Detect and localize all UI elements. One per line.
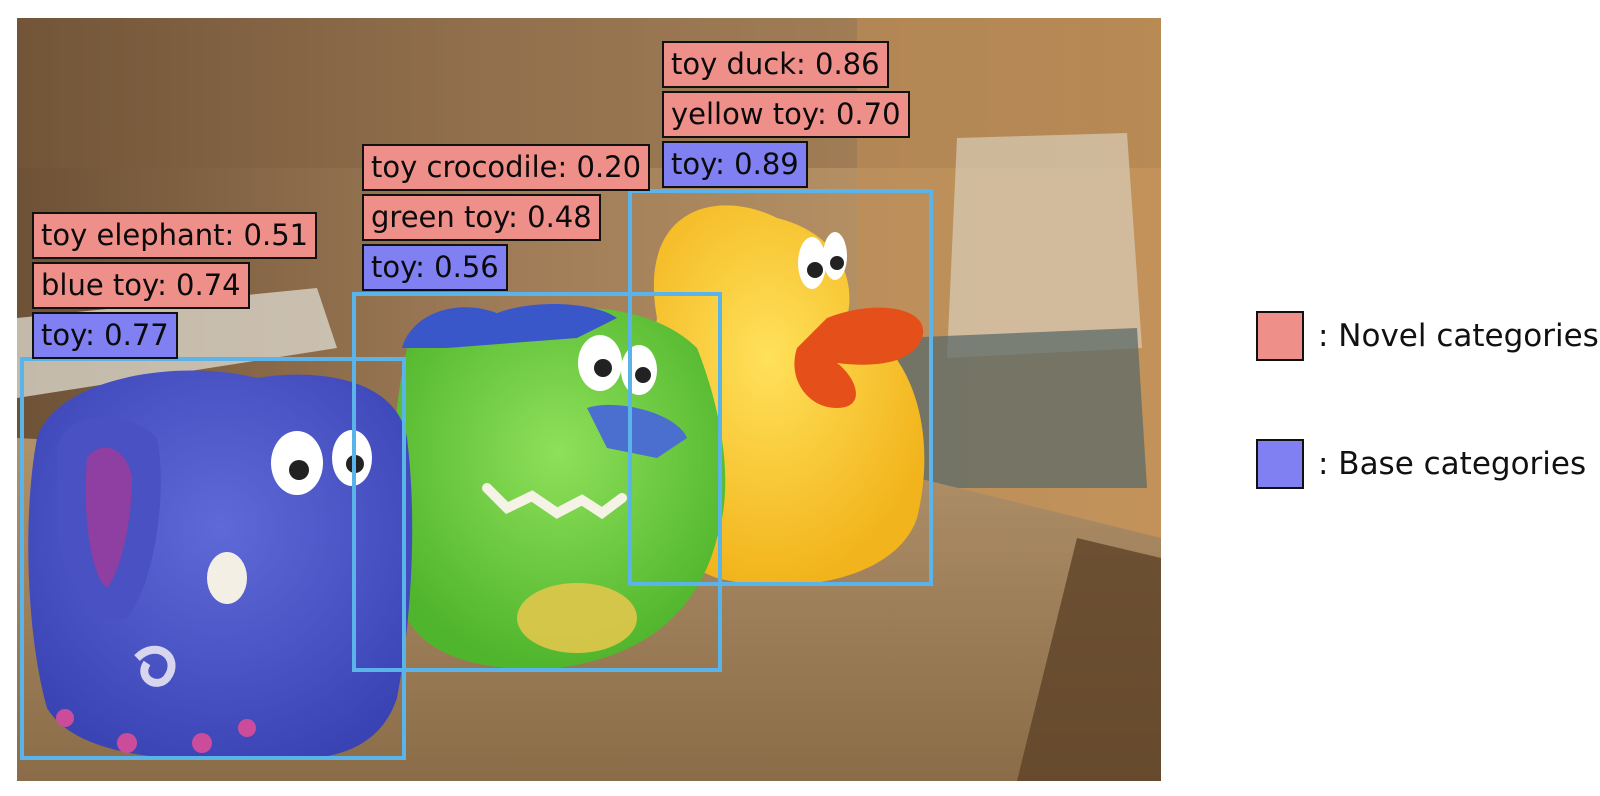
elephant-label-name: toy elephant: 0.51 [32, 212, 318, 259]
base-swatch [1256, 439, 1304, 489]
elephant-label-attribute: blue toy: 0.74 [32, 262, 250, 309]
duck-bounding-box [628, 189, 933, 586]
toy-photo: toy elephant: 0.51 blue toy: 0.74 toy: 0… [17, 18, 1161, 781]
novel-legend-text: : Novel categories [1318, 318, 1599, 354]
base-legend-text: : Base categories [1318, 446, 1587, 482]
elephant-bounding-box [20, 357, 406, 760]
elephant-label-base: toy: 0.77 [32, 312, 178, 359]
crocodile-bounding-box [352, 292, 722, 672]
novel-swatch [1256, 311, 1304, 361]
crocodile-label-attribute: green toy: 0.48 [362, 194, 601, 241]
duck-label-name: toy duck: 0.86 [662, 41, 889, 88]
duck-label-attribute: yellow toy: 0.70 [662, 91, 910, 138]
crocodile-label-name: toy crocodile: 0.20 [362, 144, 651, 191]
duck-label-base: toy: 0.89 [662, 141, 808, 188]
crocodile-label-base: toy: 0.56 [362, 244, 508, 291]
